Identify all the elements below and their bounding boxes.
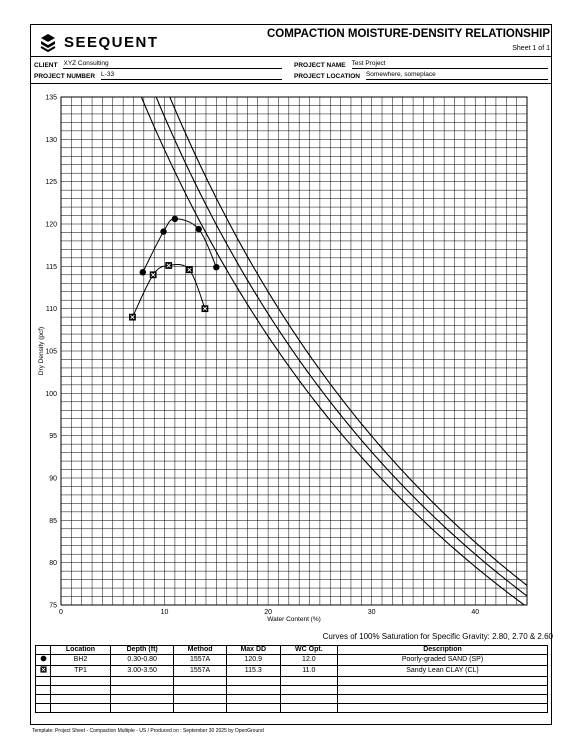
project-location-label: PROJECT LOCATION (294, 73, 360, 80)
table-row: TP1 3.00-3.50 1557A 115.3 11.0 Sandy Lea… (35, 665, 548, 677)
data-point-bh2 (160, 228, 167, 235)
project-name-row: PROJECT NAME Test Project (294, 58, 548, 69)
project-name-label: PROJECT NAME (294, 62, 346, 69)
saturation-curve-gs-2.8 (169, 97, 527, 587)
table-cell-max-dd: 120.9 (225, 654, 281, 666)
x-tick-label: 20 (264, 609, 272, 616)
y-tick-label: 115 (46, 264, 57, 271)
table-cell-location: BH2 (50, 654, 111, 666)
table-cell-wc-opt: 12.0 (279, 654, 339, 666)
sheet-number: Sheet 1 of 1 (512, 45, 550, 52)
sample-table: Location Depth (ft) Method Max DD WC Opt… (35, 645, 548, 713)
data-point-bh2 (139, 269, 147, 276)
data-point-mark-tp1 (202, 306, 208, 311)
y-tick-label: 85 (49, 518, 57, 525)
table-row-empty (35, 703, 548, 713)
table-cell-depth: 0.30-0.80 (109, 654, 175, 666)
x-tick-label: 10 (161, 609, 169, 616)
table-row-empty (35, 685, 548, 695)
table-cell-location: TP1 (50, 665, 111, 677)
table-cell-method: 1557A (173, 654, 227, 666)
table-cell-description: Poorly-graded SAND (SP) (337, 654, 548, 666)
x-tick-label: 30 (368, 609, 376, 616)
table-header-wc-opt: WC Opt. (279, 645, 339, 655)
saturation-curve-gs-2.7 (155, 97, 527, 597)
data-point-mark-tp1 (151, 272, 156, 277)
table-cell-depth: 3.00-3.50 (109, 665, 175, 677)
y-tick-label: 80 (49, 560, 57, 567)
logo: SEEQUENT (38, 32, 159, 52)
table-header-description: Description (337, 645, 548, 655)
table-symbol-cell (35, 665, 51, 677)
y-tick-label: 100 (45, 391, 57, 398)
y-tick-label: 90 (49, 476, 57, 483)
table-header-method: Method (173, 645, 227, 655)
client-value: XYZ Consulting (63, 60, 282, 69)
table-cell-max-dd: 115.3 (225, 665, 281, 677)
filled-circle-icon (40, 655, 46, 662)
header-bottom-rule (30, 83, 552, 84)
brand-name: SEEQUENT (64, 33, 159, 51)
table-row-empty (35, 694, 548, 704)
table-cell-method: 1557A (173, 665, 227, 677)
project-number-label: PROJECT NUMBER (34, 73, 96, 80)
report-title: COMPACTION MOISTURE-DENSITY RELATIONSHIP (266, 28, 550, 40)
report-sheet (30, 24, 552, 725)
project-number-row: PROJECT NUMBER L-33 (34, 69, 282, 80)
y-tick-label: 75 (49, 603, 57, 610)
data-point-mark-tp1 (130, 315, 135, 320)
y-tick-label: 95 (49, 433, 57, 440)
seequent-logo-icon (40, 34, 56, 52)
saturation-curve-gs-2.6 (140, 97, 526, 605)
y-axis-label: Dry Density (pcf) (38, 327, 45, 375)
plot-frame (60, 96, 528, 606)
table-header-symbol (35, 645, 51, 655)
table-row-empty (35, 676, 548, 686)
data-point-mark-tp1 (166, 263, 171, 268)
table-cell-description: Sandy Lean CLAY (CL) (337, 665, 548, 677)
x-tick-label: 40 (471, 609, 479, 616)
y-tick-label: 120 (45, 222, 57, 229)
data-point-bh2 (195, 225, 202, 233)
box-x-icon (39, 666, 47, 673)
footer-text: Template: Project Sheet - Compaction Mul… (32, 728, 264, 734)
compaction-chart: 75 80 85 90 95 100 105 110 115 120 125 130 135 0 10 20 3… (38, 95, 528, 623)
table-header-max-dd: Max DD (225, 645, 281, 655)
x-axis-label: Water Content (%) (267, 616, 321, 623)
table-symbol-cell (35, 654, 51, 666)
y-tick-label: 105 (45, 349, 57, 356)
table-header-depth: Depth (ft) (109, 645, 175, 655)
client-label: CLIENT (34, 62, 58, 69)
y-tick-label: 130 (45, 137, 57, 144)
data-point-bh2 (171, 215, 179, 223)
x-tick-label: 0 (59, 609, 63, 616)
y-tick-label: 110 (46, 306, 57, 313)
data-point-bh2 (213, 263, 220, 271)
table-header-row: Location Depth (ft) Method Max DD WC Opt… (35, 645, 548, 655)
table-cell-wc-opt: 11.0 (279, 665, 339, 677)
y-tick-label: 135 (45, 95, 57, 102)
client-row: CLIENT XYZ Consulting (34, 58, 282, 69)
table-row: BH2 0.30-0.80 1557A 120.9 12.0 Poorly-gr… (35, 654, 548, 666)
table-header-location: Location (50, 645, 111, 655)
y-tick-label: 125 (45, 179, 57, 186)
project-location-value: Somewhere, someplace (365, 71, 548, 80)
data-point-mark-tp1 (187, 267, 192, 272)
project-number-value: L-33 (101, 71, 282, 80)
project-location-row: PROJECT LOCATION Somewhere, someplace (294, 69, 548, 80)
project-name-value: Test Project (351, 60, 548, 69)
saturation-note: Curves of 100% Saturation for Specific G… (322, 632, 553, 641)
header-rule (30, 56, 552, 57)
